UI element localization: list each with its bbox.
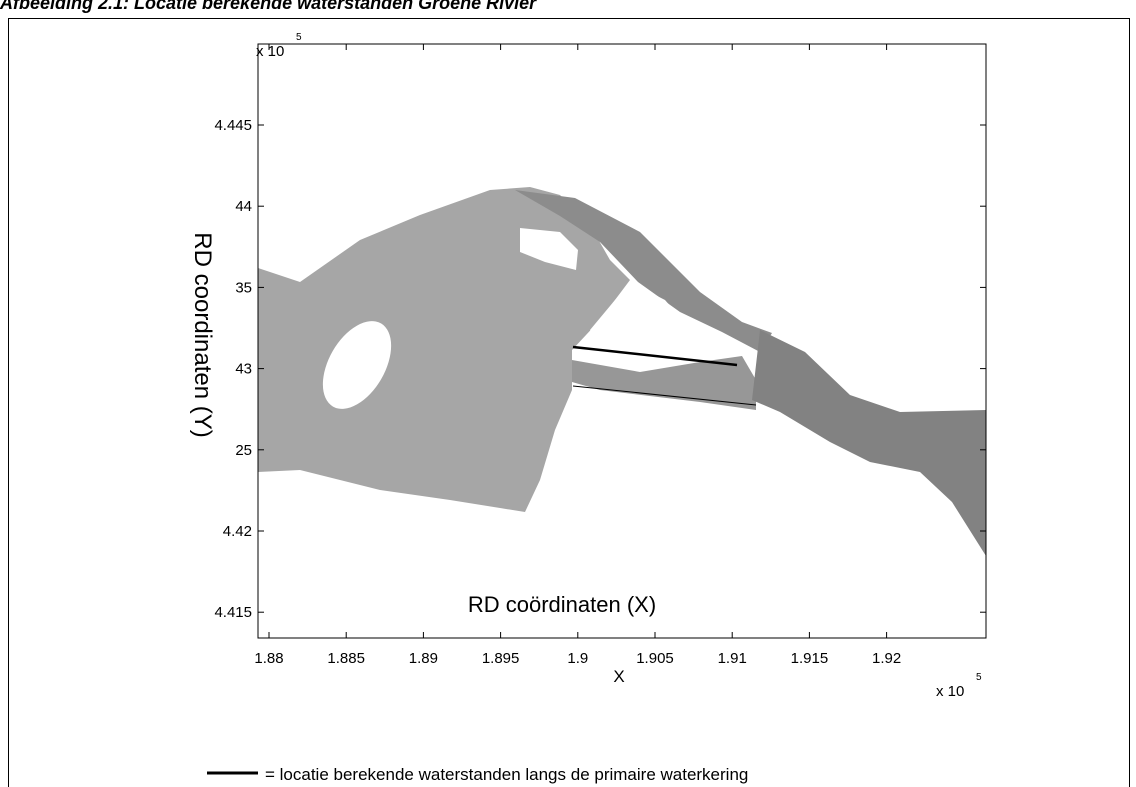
x-exponent-power: 5 xyxy=(976,672,982,683)
map xyxy=(258,187,986,556)
x-tick-label: 1.915 xyxy=(791,650,829,667)
river-right xyxy=(752,330,986,556)
figure-frame xyxy=(8,18,1130,787)
y-exponent-power: 5 xyxy=(296,32,302,43)
x-tick-label: 1.895 xyxy=(482,650,520,667)
x-axis-label-inside: RD coördinaten (X) xyxy=(468,592,656,617)
y-tick-label: 4.42 xyxy=(223,523,252,540)
river-lower-arm xyxy=(572,356,756,410)
y-tick-label: 44 xyxy=(235,198,252,215)
caption: Afbeelding 2.1: Locatie berekende waters… xyxy=(0,0,537,13)
axes-box xyxy=(257,43,987,639)
y-ticks: 4.445 44 35 43 25 4.42 4.415 xyxy=(214,117,986,621)
y-exponent: x 10 xyxy=(256,43,284,60)
island xyxy=(520,228,578,270)
y-axis-label: RD coordinaten (Y) xyxy=(189,232,216,437)
x-tick-label: 1.88 xyxy=(254,650,283,667)
x-tick-label: 1.9 xyxy=(567,650,588,667)
y-tick-label: 4.445 xyxy=(214,117,252,134)
x-axis-label: X xyxy=(613,667,624,686)
legend-text: = locatie berekende waterstanden langs d… xyxy=(265,765,748,784)
x-tick-label: 1.885 xyxy=(327,650,365,667)
levee-location xyxy=(572,385,757,406)
x-tick-label: 1.92 xyxy=(872,650,901,667)
island xyxy=(322,321,392,409)
y-tick-label: 43 xyxy=(235,361,252,378)
x-tick-label: 1.905 xyxy=(636,650,674,667)
island xyxy=(590,282,720,355)
river-area xyxy=(258,187,630,512)
x-tick-label: 1.89 xyxy=(409,650,438,667)
y-tick-label: 35 xyxy=(235,279,252,296)
x-tick-label: 1.91 xyxy=(718,650,747,667)
y-tick-label: 25 xyxy=(235,442,252,459)
x-exponent: x 10 xyxy=(936,683,964,700)
y-tick-label: 4.415 xyxy=(214,604,252,621)
river-upper-arm xyxy=(515,190,772,352)
levee-location xyxy=(572,345,738,367)
x-ticks: 1.88 1.885 1.89 1.895 1.9 1.905 1.91 1.915 1.92 xyxy=(254,44,901,667)
